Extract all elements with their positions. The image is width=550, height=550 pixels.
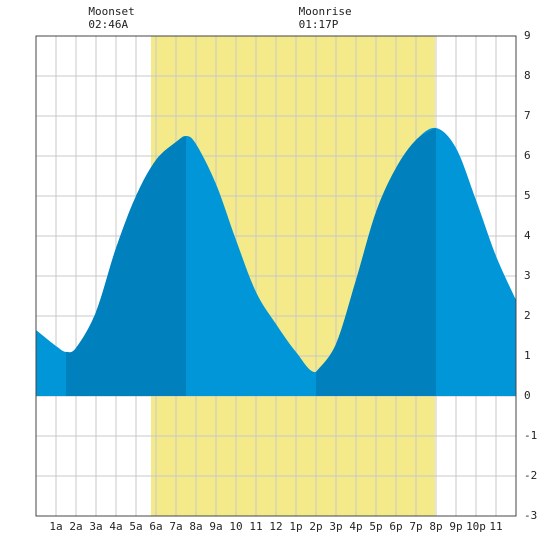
y-tick-label: 4 [524, 229, 531, 242]
y-tick-label: 6 [524, 149, 531, 162]
annotation-time: 02:46A [88, 18, 128, 31]
y-tick-label: 8 [524, 69, 531, 82]
y-tick-label: 3 [524, 269, 531, 282]
x-tick-label: 7a [169, 520, 182, 533]
x-tick-label: 7p [409, 520, 422, 533]
x-tick-label: 9p [449, 520, 462, 533]
y-tick-label: -3 [524, 509, 537, 522]
x-tick-label: 4a [109, 520, 122, 533]
x-tick-label: 3a [89, 520, 102, 533]
x-tick-label: 10 [229, 520, 242, 533]
annotation-label: Moonrise [299, 5, 352, 18]
x-tick-label: 2p [309, 520, 322, 533]
x-tick-label: 5a [129, 520, 142, 533]
x-tick-label: 3p [329, 520, 342, 533]
x-tick-label: 11 [249, 520, 262, 533]
x-tick-label: 10p [466, 520, 486, 533]
x-tick-label: 6p [389, 520, 402, 533]
y-tick-label: 0 [524, 389, 531, 402]
x-tick-label: 12 [269, 520, 282, 533]
annotation-label: Moonset [88, 5, 134, 18]
y-tick-label: 1 [524, 349, 531, 362]
y-tick-label: 5 [524, 189, 531, 202]
x-tick-label: 8a [189, 520, 202, 533]
x-tick-label: 1p [289, 520, 302, 533]
rising-tide-area [316, 128, 436, 396]
y-tick-label: -2 [524, 469, 537, 482]
y-tick-label: 7 [524, 109, 531, 122]
y-tick-label: 2 [524, 309, 531, 322]
x-tick-label: 2a [69, 520, 82, 533]
annotation-time: 01:17P [299, 18, 339, 31]
x-tick-label: 11 [489, 520, 502, 533]
x-tick-label: 6a [149, 520, 162, 533]
x-tick-label: 8p [429, 520, 442, 533]
y-tick-label: 9 [524, 29, 531, 42]
x-tick-label: 9a [209, 520, 222, 533]
x-tick-label: 4p [349, 520, 362, 533]
y-tick-label: -1 [524, 429, 537, 442]
x-tick-label: 5p [369, 520, 382, 533]
rising-tide-area [66, 136, 186, 396]
x-tick-label: 1a [49, 520, 62, 533]
plot-border [35, 35, 517, 517]
